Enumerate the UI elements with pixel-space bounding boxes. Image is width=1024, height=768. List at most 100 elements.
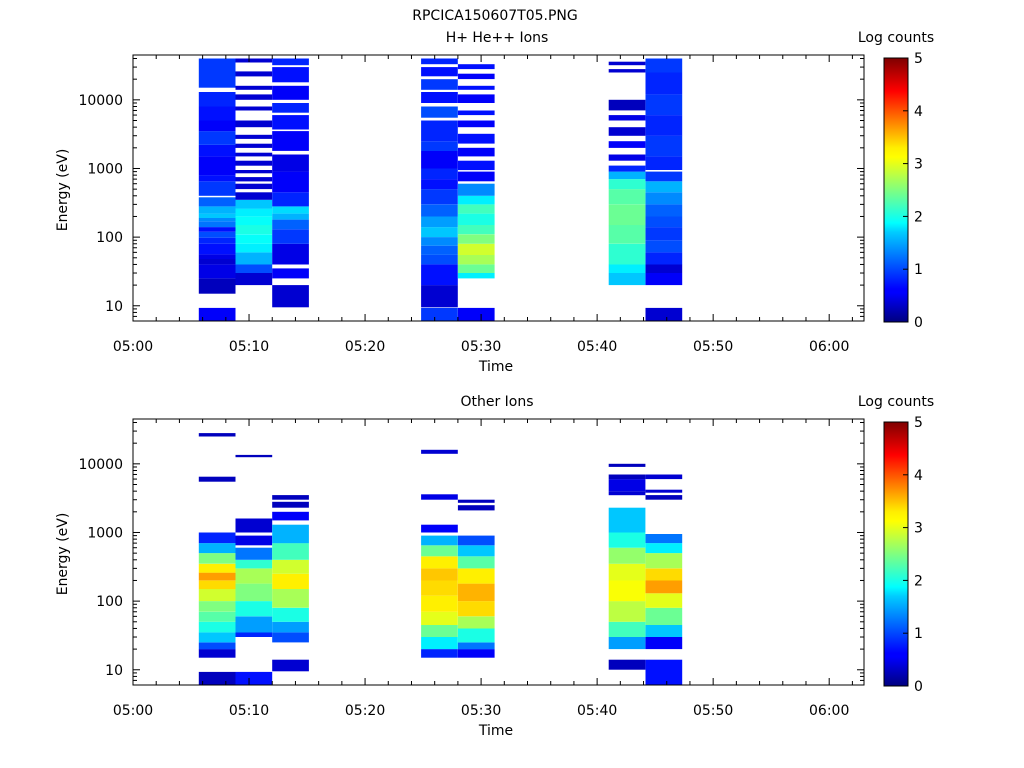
heatmap-cell [421, 637, 458, 650]
heatmap-cell [645, 624, 683, 637]
heatmap-cell [421, 580, 458, 596]
heatmap-cell [421, 524, 458, 533]
heatmap-cell [272, 495, 309, 500]
heatmap-cell [421, 67, 458, 77]
heatmap-cell [645, 659, 683, 685]
x-tick-label: 05:20 [345, 703, 385, 719]
heatmap-cell [457, 64, 495, 70]
heatmap-cell [272, 219, 309, 230]
x-axis-label: Time [478, 359, 513, 375]
heatmap-cell [198, 553, 236, 564]
colorbar-ticks: 0 1 2 3 4 5 [903, 415, 923, 695]
heatmap-cell [198, 572, 236, 581]
heatmap-cell [457, 601, 495, 617]
heatmap-cell [235, 160, 273, 166]
heatmap-cell [608, 563, 646, 581]
heatmap-cell [235, 583, 273, 602]
colorbar-ticks: 0 1 2 3 4 5 [903, 51, 923, 331]
heatmap-cell [272, 524, 309, 544]
heatmap-cell [421, 106, 458, 118]
heatmap-cell [198, 243, 236, 255]
heatmap-cell [457, 213, 495, 225]
heatmap-cell [421, 535, 458, 546]
heatmap-cell [272, 229, 309, 244]
heatmap-cell [198, 543, 236, 554]
x-ticks: 05:00 05:10 05:20 05:30 05:40 05:50 06:00 [113, 419, 853, 719]
colorbar-tick-label: 5 [914, 415, 923, 431]
x-tick-label: 05:00 [113, 339, 153, 355]
heatmap-cell [457, 147, 495, 157]
heatmap-cell [421, 141, 458, 151]
colorbar-tick-label: 4 [914, 468, 923, 484]
heatmap-cell [421, 120, 458, 142]
heatmap-cell [457, 568, 495, 584]
heatmap-cell [457, 85, 495, 90]
heatmap-cell [421, 151, 458, 169]
heatmap-cell [272, 58, 309, 66]
heatmap-cell [645, 543, 683, 554]
figure-title: RPCICA150607T05.PNG [412, 8, 577, 24]
heatmap-cell [272, 559, 309, 574]
heatmap-cell [457, 583, 495, 602]
heatmap-cell [608, 204, 646, 226]
heatmap-cell [457, 94, 495, 103]
heatmap-cell [421, 449, 458, 454]
heatmap-cell [235, 177, 273, 182]
heatmap-cell [457, 204, 495, 214]
heatmap-cell [421, 624, 458, 637]
heatmap-cell [421, 179, 458, 190]
heatmap-cell [235, 183, 273, 190]
heatmap-cell [272, 131, 309, 151]
heatmap-cell [235, 106, 273, 111]
heatmap-cell [272, 85, 309, 100]
heatmap-cell [235, 71, 273, 77]
heatmap-cell [608, 61, 646, 66]
heatmap-cell [198, 580, 236, 590]
x-tick-label: 05:30 [461, 703, 501, 719]
x-tick-label: 05:10 [229, 339, 269, 355]
y-tick-label: 1000 [87, 161, 123, 177]
heatmap-cell [235, 225, 273, 235]
y-ticks: 10 100 1000 10000 [78, 422, 864, 686]
heatmap-cell [235, 58, 273, 63]
heatmap-cell [457, 307, 495, 321]
heatmap-cell [421, 285, 458, 308]
heatmap-cell [198, 278, 236, 294]
heatmap-cell [198, 120, 236, 132]
heatmap-cell [235, 85, 273, 90]
heatmap-cell [272, 632, 309, 643]
heatmap-cell [645, 171, 683, 182]
heatmap-cell [645, 240, 683, 253]
heatmap-cell [235, 152, 273, 157]
heatmap-cell [457, 642, 495, 650]
heatmap-cell [645, 192, 683, 205]
colorbar-tick-label: 0 [914, 679, 923, 695]
heatmap-cell [272, 171, 309, 193]
heatmap-cell [198, 433, 236, 437]
heatmap-cells [198, 58, 683, 321]
heatmap-cell [198, 632, 236, 643]
y-tick-label: 10 [105, 299, 123, 315]
heatmap-cell [608, 474, 646, 480]
heatmap-cell [457, 556, 495, 569]
heatmap-cell [457, 649, 495, 658]
heatmap-cell [645, 227, 683, 241]
heatmap-cell [235, 535, 273, 546]
heatmap-cell [457, 120, 495, 128]
heatmap-cell [198, 145, 236, 157]
heatmap-cell [608, 69, 646, 73]
heatmap-cell [457, 110, 495, 116]
heatmap-cell [457, 171, 495, 182]
heatmap-cell [235, 199, 273, 209]
colorbar-label: Log counts [858, 30, 934, 46]
x-tick-label: 05:10 [229, 703, 269, 719]
y-tick-label: 10000 [78, 457, 123, 473]
heatmap-cell [235, 143, 273, 148]
heatmap-cell [608, 179, 646, 190]
x-ticks: 05:00 05:10 05:20 05:30 05:40 05:50 06:00 [113, 55, 853, 355]
heatmap-cell [645, 495, 683, 500]
heatmap-cell [457, 264, 495, 273]
heatmap-cell [645, 264, 683, 273]
heatmap-cell [198, 197, 236, 207]
